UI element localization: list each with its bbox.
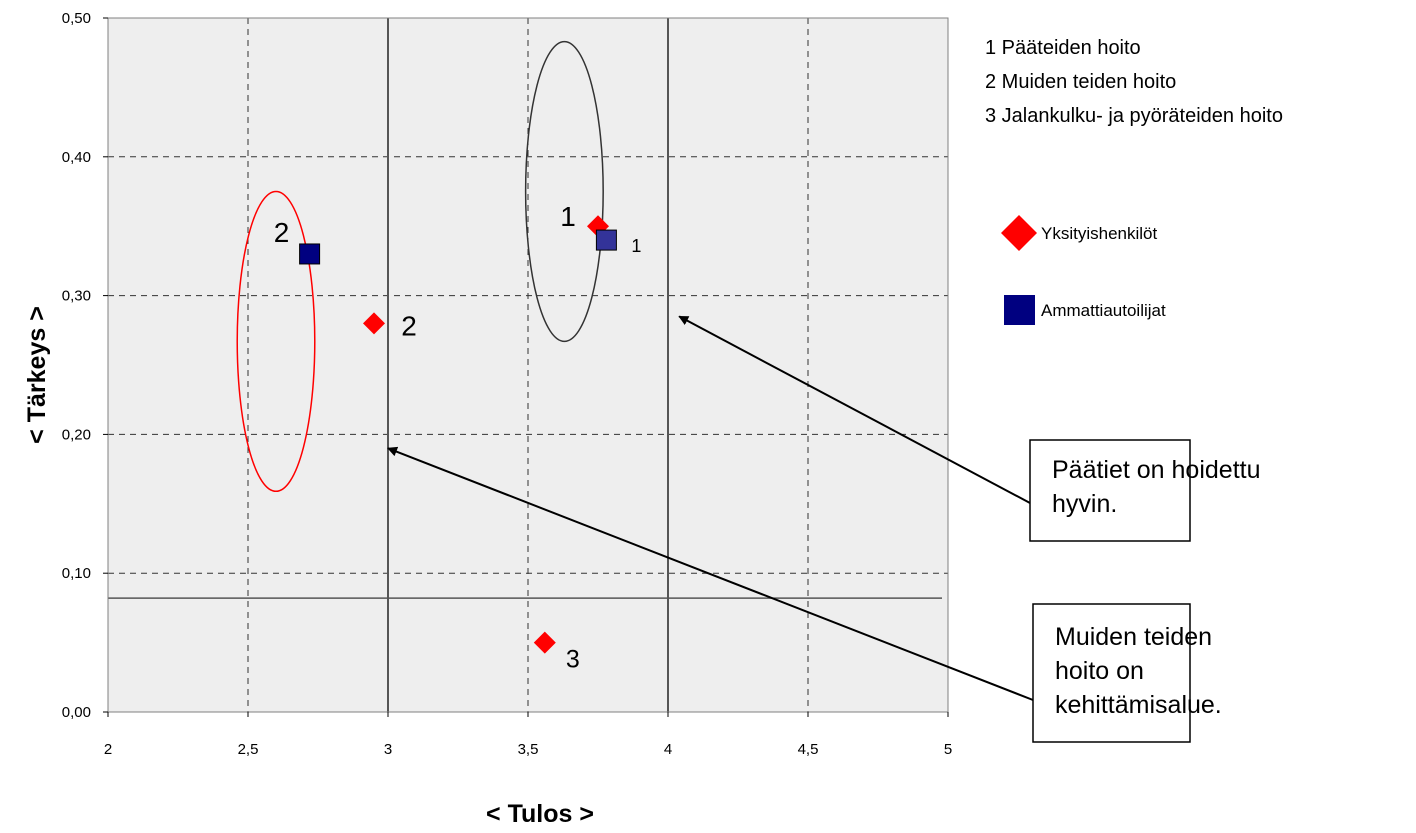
x-tick-label: 5 <box>944 741 952 758</box>
y-tick-label: 0,40 <box>62 149 91 166</box>
callout-text-line: kehittämisalue. <box>1055 691 1222 719</box>
callout-box <box>1032 603 1191 743</box>
callout-arrow <box>678 315 1031 504</box>
series-legend-label: Yksityishenkilöt <box>1041 224 1157 243</box>
y-tick-label: 0,30 <box>62 288 91 305</box>
highlight-ellipse <box>236 190 316 493</box>
x-tick-label: 3,5 <box>518 741 539 758</box>
x-tick-label: 4 <box>664 741 672 758</box>
x-tick-label: 2,5 <box>238 741 259 758</box>
y-axis-title: < Tärkeys > <box>23 306 51 444</box>
diamond-marker <box>363 312 385 335</box>
square-marker <box>299 243 321 265</box>
callout-text-line: hoito on <box>1055 657 1144 685</box>
highlight-ellipse <box>524 40 604 343</box>
x-tick-labels: 2 2,5 3 3,5 4 4,5 5 <box>104 712 952 758</box>
callout-box <box>1029 439 1191 542</box>
callout-text-line: hyvin. <box>1052 490 1117 518</box>
category-legend: 1 Pääteiden hoito 2 Muiden teiden hoito 3 … <box>985 37 1283 127</box>
y-tick-label: 0,00 <box>62 704 91 721</box>
point-label: 2 <box>401 310 417 341</box>
point-label: 3 <box>566 646 580 674</box>
data-markers: 1 2 3 1 2 <box>274 201 642 673</box>
y-tick-labels: 0,00 0,10 0,20 0,30 0,40 0,50 <box>62 10 108 721</box>
x-tick-label: 2 <box>104 741 112 758</box>
category-legend-item: 3 Jalankulku- ja pyöräteiden hoito <box>985 105 1283 127</box>
callout-text-line: Päätiet on hoidettu <box>1052 456 1261 484</box>
square-marker <box>595 229 617 251</box>
series-legend: Yksityishenkilöt Ammattiautoilijat <box>1001 215 1166 325</box>
y-tick-label: 0,50 <box>62 10 91 27</box>
x-axis-title: < Tulos > <box>486 800 594 828</box>
x-tick-label: 4,5 <box>798 741 819 758</box>
reference-lines <box>108 18 942 712</box>
callout-annotations: Päätiet on hoidettu hyvin. Muiden teiden ho… <box>387 315 1261 743</box>
callout-text-line: Muiden teiden <box>1055 623 1212 651</box>
diamond-marker <box>533 631 556 654</box>
point-label: 1 <box>631 236 641 256</box>
legend-square-swatch <box>1004 295 1035 325</box>
y-tick-label: 0,10 <box>62 565 91 582</box>
series-legend-label: Ammattiautoilijat <box>1041 301 1166 320</box>
legend-diamond-swatch <box>1001 215 1037 251</box>
point-label: 1 <box>560 201 576 232</box>
highlight-ellipses <box>236 40 604 493</box>
callout-arrow <box>387 446 1034 701</box>
point-label: 2 <box>274 217 290 248</box>
x-tick-label: 3 <box>384 741 392 758</box>
category-legend-item: 1 Pääteiden hoito <box>985 37 1141 59</box>
y-tick-label: 0,20 <box>62 426 91 443</box>
category-legend-item: 2 Muiden teiden hoito <box>985 71 1176 93</box>
